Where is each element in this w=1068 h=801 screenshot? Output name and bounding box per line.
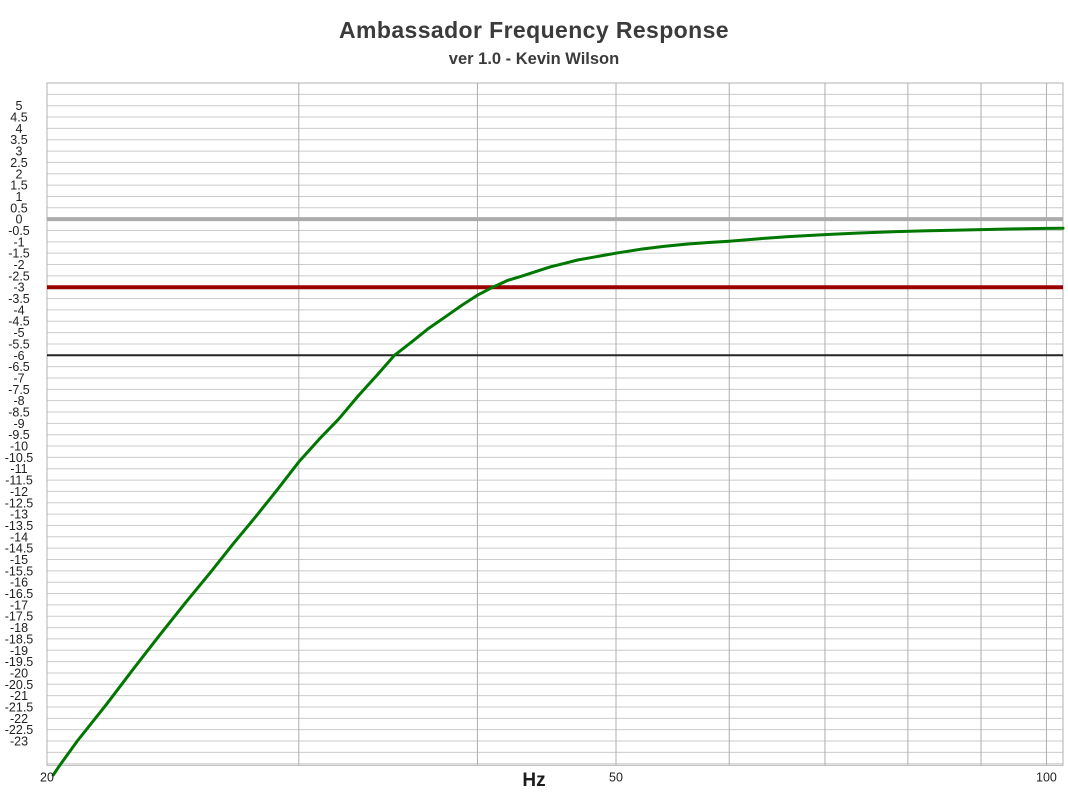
y-tick-label: -3 bbox=[13, 281, 24, 295]
x-tick-label: 50 bbox=[609, 770, 623, 784]
y-tick-label: -16.5 bbox=[5, 587, 34, 601]
y-tick-label: -11.5 bbox=[5, 474, 33, 488]
y-tick-label: -1.5 bbox=[8, 247, 30, 261]
y-tick-label: -22.5 bbox=[5, 723, 34, 737]
y-tick-label: -20 bbox=[10, 666, 28, 680]
y-tick-label: -22 bbox=[10, 712, 28, 726]
y-tick-label: -18 bbox=[10, 621, 28, 635]
y-tick-label: -8.5 bbox=[8, 406, 30, 420]
y-tick-label: -4 bbox=[13, 303, 24, 317]
y-tick-label: 3.5 bbox=[10, 133, 27, 147]
chart-subtitle: ver 1.0 - Kevin Wilson bbox=[448, 50, 620, 68]
y-tick-label: -10 bbox=[10, 440, 28, 454]
y-tick-label: 1.5 bbox=[10, 179, 27, 193]
y-tick-label: -18.5 bbox=[5, 632, 34, 646]
frequency-response-curve bbox=[51, 226, 1065, 777]
y-tick-label: -16 bbox=[10, 576, 28, 590]
y-tick-label: -19 bbox=[10, 644, 28, 658]
y-tick-label: -5.5 bbox=[8, 337, 30, 351]
y-tick-label: -17.5 bbox=[5, 610, 34, 624]
y-tick-label: -7.5 bbox=[8, 383, 30, 397]
y-tick-label: 0 bbox=[16, 213, 23, 227]
y-tick-label: -12.5 bbox=[5, 496, 34, 510]
y-tick-label: -2.5 bbox=[8, 269, 30, 283]
y-tick-label: 0.5 bbox=[10, 201, 27, 215]
y-tick-label: 3 bbox=[16, 145, 23, 159]
y-tick-label: -3.5 bbox=[8, 292, 30, 306]
x-tick-label: 100 bbox=[1036, 770, 1057, 784]
y-tick-label: -2 bbox=[13, 258, 24, 272]
y-tick-label: -9.5 bbox=[8, 428, 30, 442]
y-tick-label: -0.5 bbox=[8, 224, 30, 238]
y-tick-label: -6 bbox=[13, 349, 24, 363]
y-tick-label: -21.5 bbox=[5, 700, 34, 714]
y-tick-label: 2 bbox=[16, 167, 23, 181]
y-tick-label: -23 bbox=[10, 735, 28, 749]
y-tick-label: -13.5 bbox=[5, 519, 34, 533]
y-tick-label: -14 bbox=[10, 530, 28, 544]
x-tick-label: 20 bbox=[40, 770, 54, 784]
y-tick-label: -20.5 bbox=[5, 678, 34, 692]
plot-border bbox=[46, 82, 1064, 766]
y-tick-label: -17 bbox=[10, 598, 28, 612]
y-tick-label: -13 bbox=[10, 508, 28, 522]
x-axis-label: Hz bbox=[522, 770, 546, 791]
y-tick-label: -15 bbox=[10, 553, 28, 567]
y-tick-label: -1 bbox=[13, 235, 24, 249]
chart-title: Ambassador Frequency Response bbox=[339, 17, 729, 43]
y-tick-label: -11 bbox=[10, 462, 27, 476]
y-tick-label: 1 bbox=[16, 190, 23, 204]
y-tick-label: -14.5 bbox=[5, 542, 34, 556]
y-tick-label: -12 bbox=[10, 485, 28, 499]
y-tick-label: -5 bbox=[13, 326, 24, 340]
y-tick-label: -10.5 bbox=[5, 451, 34, 465]
y-tick-label: 5 bbox=[16, 99, 23, 113]
y-tick-label: 2.5 bbox=[10, 156, 27, 170]
y-tick-label: -9 bbox=[13, 417, 24, 431]
y-tick-label: -7 bbox=[13, 371, 24, 385]
y-tick-label: -21 bbox=[10, 689, 28, 703]
y-tick-label: 4.5 bbox=[10, 111, 27, 125]
y-tick-label: 4 bbox=[16, 122, 23, 136]
y-tick-label: -4.5 bbox=[8, 315, 30, 329]
y-tick-label: -19.5 bbox=[5, 655, 34, 669]
y-tick-label: -8 bbox=[13, 394, 24, 408]
y-tick-label: -15.5 bbox=[5, 564, 34, 578]
y-tick-label: -6.5 bbox=[8, 360, 30, 374]
